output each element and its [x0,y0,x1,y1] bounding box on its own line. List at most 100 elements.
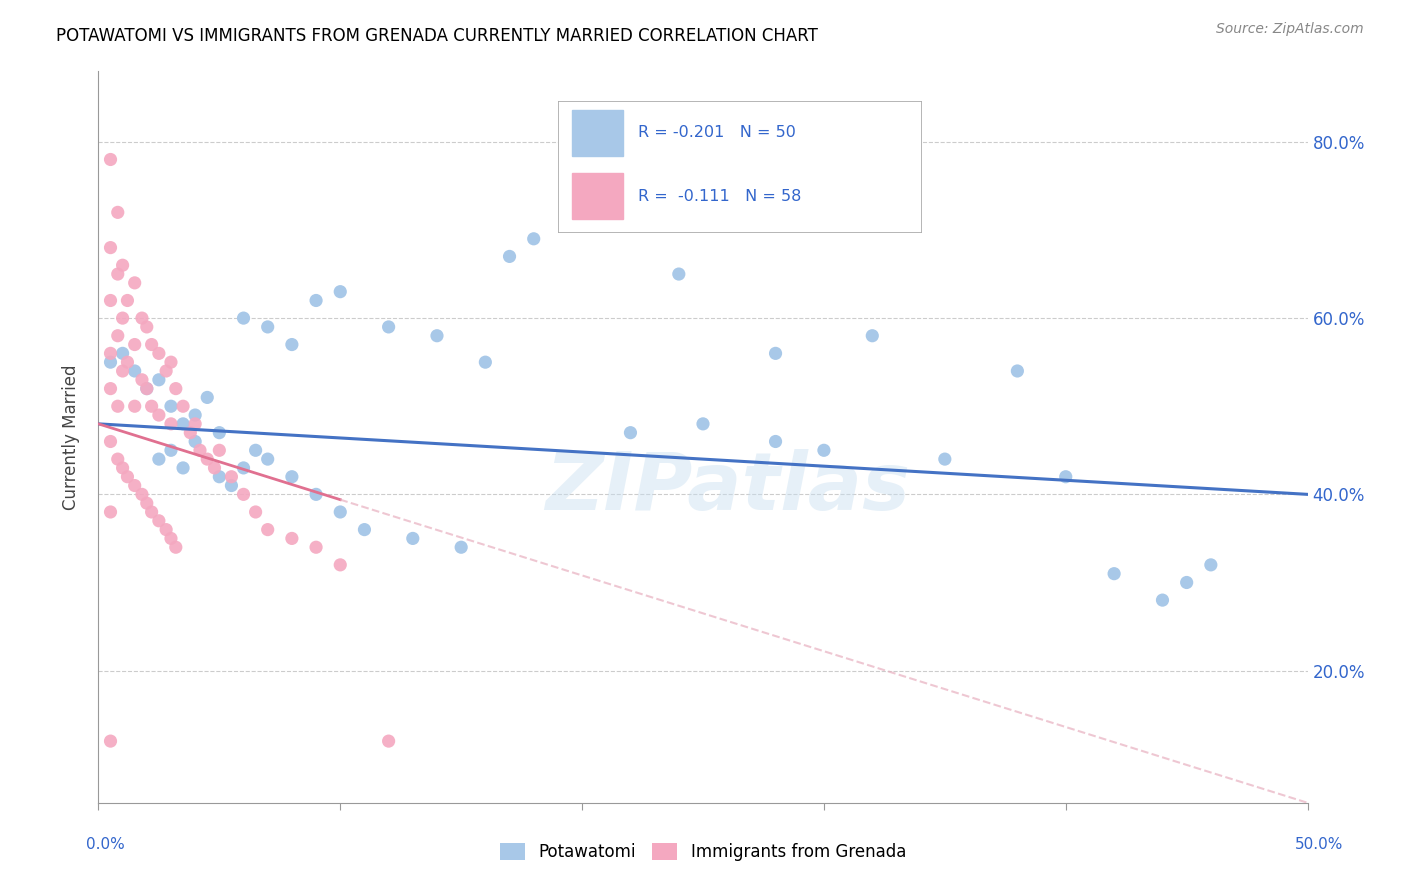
Legend: Potawatomi, Immigrants from Grenada: Potawatomi, Immigrants from Grenada [494,836,912,868]
Point [107,205,129,219]
Point [860,328,883,343]
Point [111,461,134,475]
Point [204,461,226,475]
Point [305,540,328,554]
Point [117,293,139,308]
Point [131,311,153,326]
Point [619,425,641,440]
Point [245,505,267,519]
Point [124,337,146,351]
Point [107,399,129,413]
Point [232,487,254,501]
Point [256,523,278,537]
Point [135,496,157,510]
Point [100,346,122,360]
Point [221,478,243,492]
Point [377,734,399,748]
Point [184,417,207,431]
Point [135,382,157,396]
Point [148,346,170,360]
Point [426,328,449,343]
Point [523,232,546,246]
Point [281,337,304,351]
Point [498,249,520,263]
Y-axis label: Currently Married: Currently Married [62,364,80,510]
Point [329,285,352,299]
Point [1007,364,1029,378]
Point [148,452,170,467]
Point [111,258,134,272]
Point [692,417,714,431]
Point [100,434,122,449]
Point [195,452,218,467]
Point [195,391,218,405]
Point [124,276,146,290]
Point [305,487,328,501]
Point [100,153,122,167]
Point [141,505,163,519]
Point [117,469,139,483]
Point [117,355,139,369]
Point [1199,558,1222,572]
Point [111,346,134,360]
Point [100,355,122,369]
Point [160,417,183,431]
Point [160,532,183,546]
Text: 0.0%: 0.0% [86,837,125,852]
Point [107,452,129,467]
Point [100,382,122,396]
Point [135,382,157,396]
Point [474,355,496,369]
Point [100,734,122,748]
Point [148,408,170,422]
Point [208,425,231,440]
Point [1175,575,1198,590]
Point [100,241,122,255]
Point [172,399,194,413]
Point [131,487,153,501]
Point [124,364,146,378]
Point [155,523,177,537]
Point [188,443,211,458]
Point [813,443,835,458]
Point [402,532,425,546]
Text: POTAWATOMI VS IMMIGRANTS FROM GRENADA CURRENTLY MARRIED CORRELATION CHART: POTAWATOMI VS IMMIGRANTS FROM GRENADA CU… [56,27,818,45]
Point [124,399,146,413]
Point [184,408,207,422]
Point [208,469,231,483]
Point [111,311,134,326]
Point [305,293,328,308]
Point [148,514,170,528]
Point [1102,566,1125,581]
Point [160,399,183,413]
Point [172,417,194,431]
Point [107,267,129,281]
Point [160,355,183,369]
Point [100,293,122,308]
Point [256,452,278,467]
Point [135,320,157,334]
Point [232,311,254,326]
Point [111,364,134,378]
Point [184,434,207,449]
Point [571,205,593,219]
Text: Source: ZipAtlas.com: Source: ZipAtlas.com [1216,22,1364,37]
Point [148,373,170,387]
Point [329,505,352,519]
Point [100,505,122,519]
Point [765,434,787,449]
Point [450,540,472,554]
Point [107,328,129,343]
Point [668,267,690,281]
Point [160,443,183,458]
Point [256,320,278,334]
Point [172,461,194,475]
Point [208,443,231,458]
Text: 50.0%: 50.0% [1295,837,1343,852]
Point [1152,593,1174,607]
Point [281,532,304,546]
Point [221,469,243,483]
Point [1054,469,1077,483]
Point [155,364,177,378]
Point [165,382,187,396]
